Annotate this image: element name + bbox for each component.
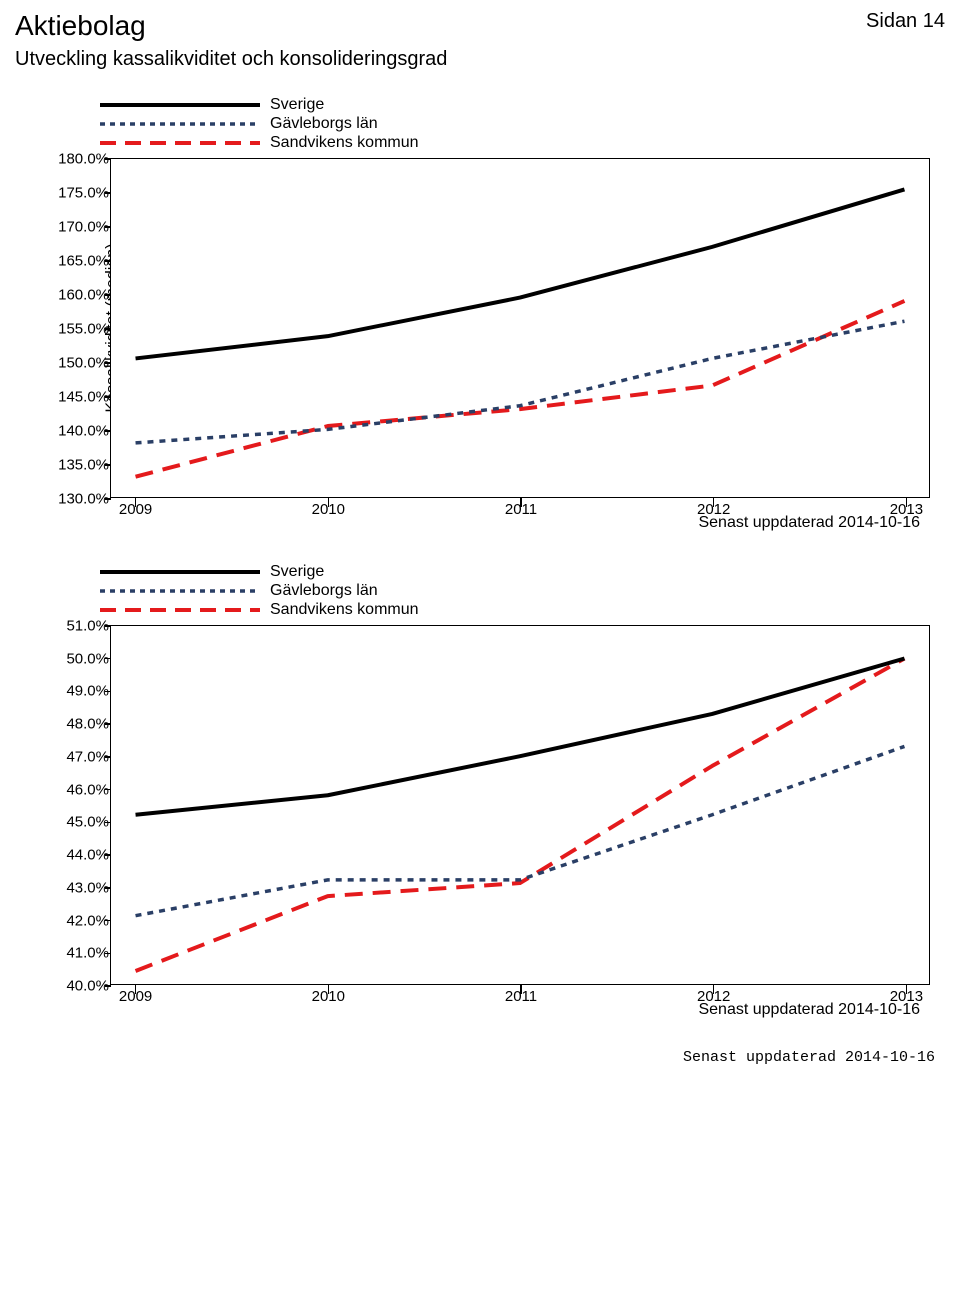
chart-2: Konsolideringsgrad (median) 40.0%41.0%42…: [30, 625, 930, 985]
ytick-label: 150.0%: [58, 355, 111, 372]
ytick-mark: [105, 226, 111, 228]
ytick-label: 175.0%: [58, 185, 111, 202]
ytick-label: 145.0%: [58, 389, 111, 406]
xtick-mark: [713, 984, 715, 994]
ytick-mark: [105, 691, 111, 693]
legend-swatch: [100, 582, 260, 600]
xtick-mark: [520, 984, 522, 994]
ytick-mark: [105, 498, 111, 500]
ytick-mark: [105, 723, 111, 725]
ytick-mark: [105, 953, 111, 955]
footer-updated: Senast uppdaterad 2014-10-16: [15, 1049, 935, 1066]
ytick-label: 135.0%: [58, 457, 111, 474]
xtick-mark: [906, 497, 908, 507]
chart-2-svg: [111, 626, 929, 984]
ytick-mark: [105, 887, 111, 889]
legend-swatch: [100, 96, 260, 114]
series-line-gavleborg: [136, 746, 905, 915]
ytick-mark: [105, 920, 111, 922]
legend-swatch: [100, 115, 260, 133]
ytick-label: 140.0%: [58, 423, 111, 440]
legend-label: Gävleborgs län: [270, 114, 378, 133]
ytick-mark: [105, 396, 111, 398]
page-subtitle: Utveckling kassalikviditet och konsolide…: [15, 48, 945, 71]
legend-label: Sverige: [270, 95, 324, 114]
xtick-mark: [328, 984, 330, 994]
legend-item: Sandvikens kommun: [100, 600, 860, 619]
chart-2-updated: Senast uppdaterad 2014-10-16: [40, 1001, 920, 1019]
legend-item: Sverige: [100, 95, 860, 114]
ytick-mark: [105, 464, 111, 466]
legend-item: Gävleborgs län: [100, 114, 860, 133]
ytick-mark: [105, 192, 111, 194]
ytick-mark: [105, 985, 111, 987]
ytick-mark: [105, 362, 111, 364]
ytick-label: 160.0%: [58, 287, 111, 304]
legend-label: Sandvikens kommun: [270, 600, 419, 619]
ytick-mark: [105, 756, 111, 758]
ytick-label: 180.0%: [58, 151, 111, 168]
legend-1: SverigeGävleborgs länSandvikens kommun: [100, 95, 860, 152]
legend-item: Sverige: [100, 562, 860, 581]
page-title: Aktiebolag: [15, 10, 146, 42]
xtick-mark: [520, 497, 522, 507]
chart-2-plot-area: 40.0%41.0%42.0%43.0%44.0%45.0%46.0%47.0%…: [110, 625, 930, 985]
chart-1-svg: [111, 159, 929, 497]
legend-swatch: [100, 563, 260, 581]
header-row: Aktiebolag Sidan 14: [15, 10, 945, 42]
legend-label: Sverige: [270, 562, 324, 581]
ytick-mark: [105, 260, 111, 262]
legend-label: Gävleborgs län: [270, 581, 378, 600]
legend-item: Sandvikens kommun: [100, 133, 860, 152]
legend-2: SverigeGävleborgs länSandvikens kommun: [100, 562, 860, 619]
series-line-sverige: [136, 659, 905, 815]
chart-1-plot-area: 130.0%135.0%140.0%145.0%150.0%155.0%160.…: [110, 158, 930, 498]
ytick-label: 170.0%: [58, 219, 111, 236]
legend-item: Gävleborgs län: [100, 581, 860, 600]
legend-label: Sandvikens kommun: [270, 133, 419, 152]
ytick-mark: [105, 430, 111, 432]
series-line-sandviken: [136, 301, 905, 477]
ytick-label: 155.0%: [58, 321, 111, 338]
legend-swatch: [100, 134, 260, 152]
xtick-mark: [135, 984, 137, 994]
ytick-mark: [105, 328, 111, 330]
page-root: Aktiebolag Sidan 14 Utveckling kassalikv…: [0, 0, 960, 1086]
xtick-mark: [328, 497, 330, 507]
series-line-sverige: [136, 189, 905, 358]
ytick-label: 165.0%: [58, 253, 111, 270]
series-line-sandviken: [136, 659, 905, 971]
ytick-mark: [105, 854, 111, 856]
ytick-mark: [105, 625, 111, 627]
ytick-mark: [105, 789, 111, 791]
ytick-mark: [105, 658, 111, 660]
chart-1: Kassalikviditet (median) 130.0%135.0%140…: [30, 158, 930, 498]
xtick-mark: [713, 497, 715, 507]
xtick-mark: [906, 984, 908, 994]
xtick-mark: [135, 497, 137, 507]
ytick-label: 130.0%: [58, 491, 111, 508]
chart-1-updated: Senast uppdaterad 2014-10-16: [40, 514, 920, 532]
ytick-mark: [105, 822, 111, 824]
page-number: Sidan 14: [866, 10, 945, 33]
legend-swatch: [100, 601, 260, 619]
series-line-gavleborg: [136, 321, 905, 443]
ytick-mark: [105, 294, 111, 296]
ytick-mark: [105, 158, 111, 160]
